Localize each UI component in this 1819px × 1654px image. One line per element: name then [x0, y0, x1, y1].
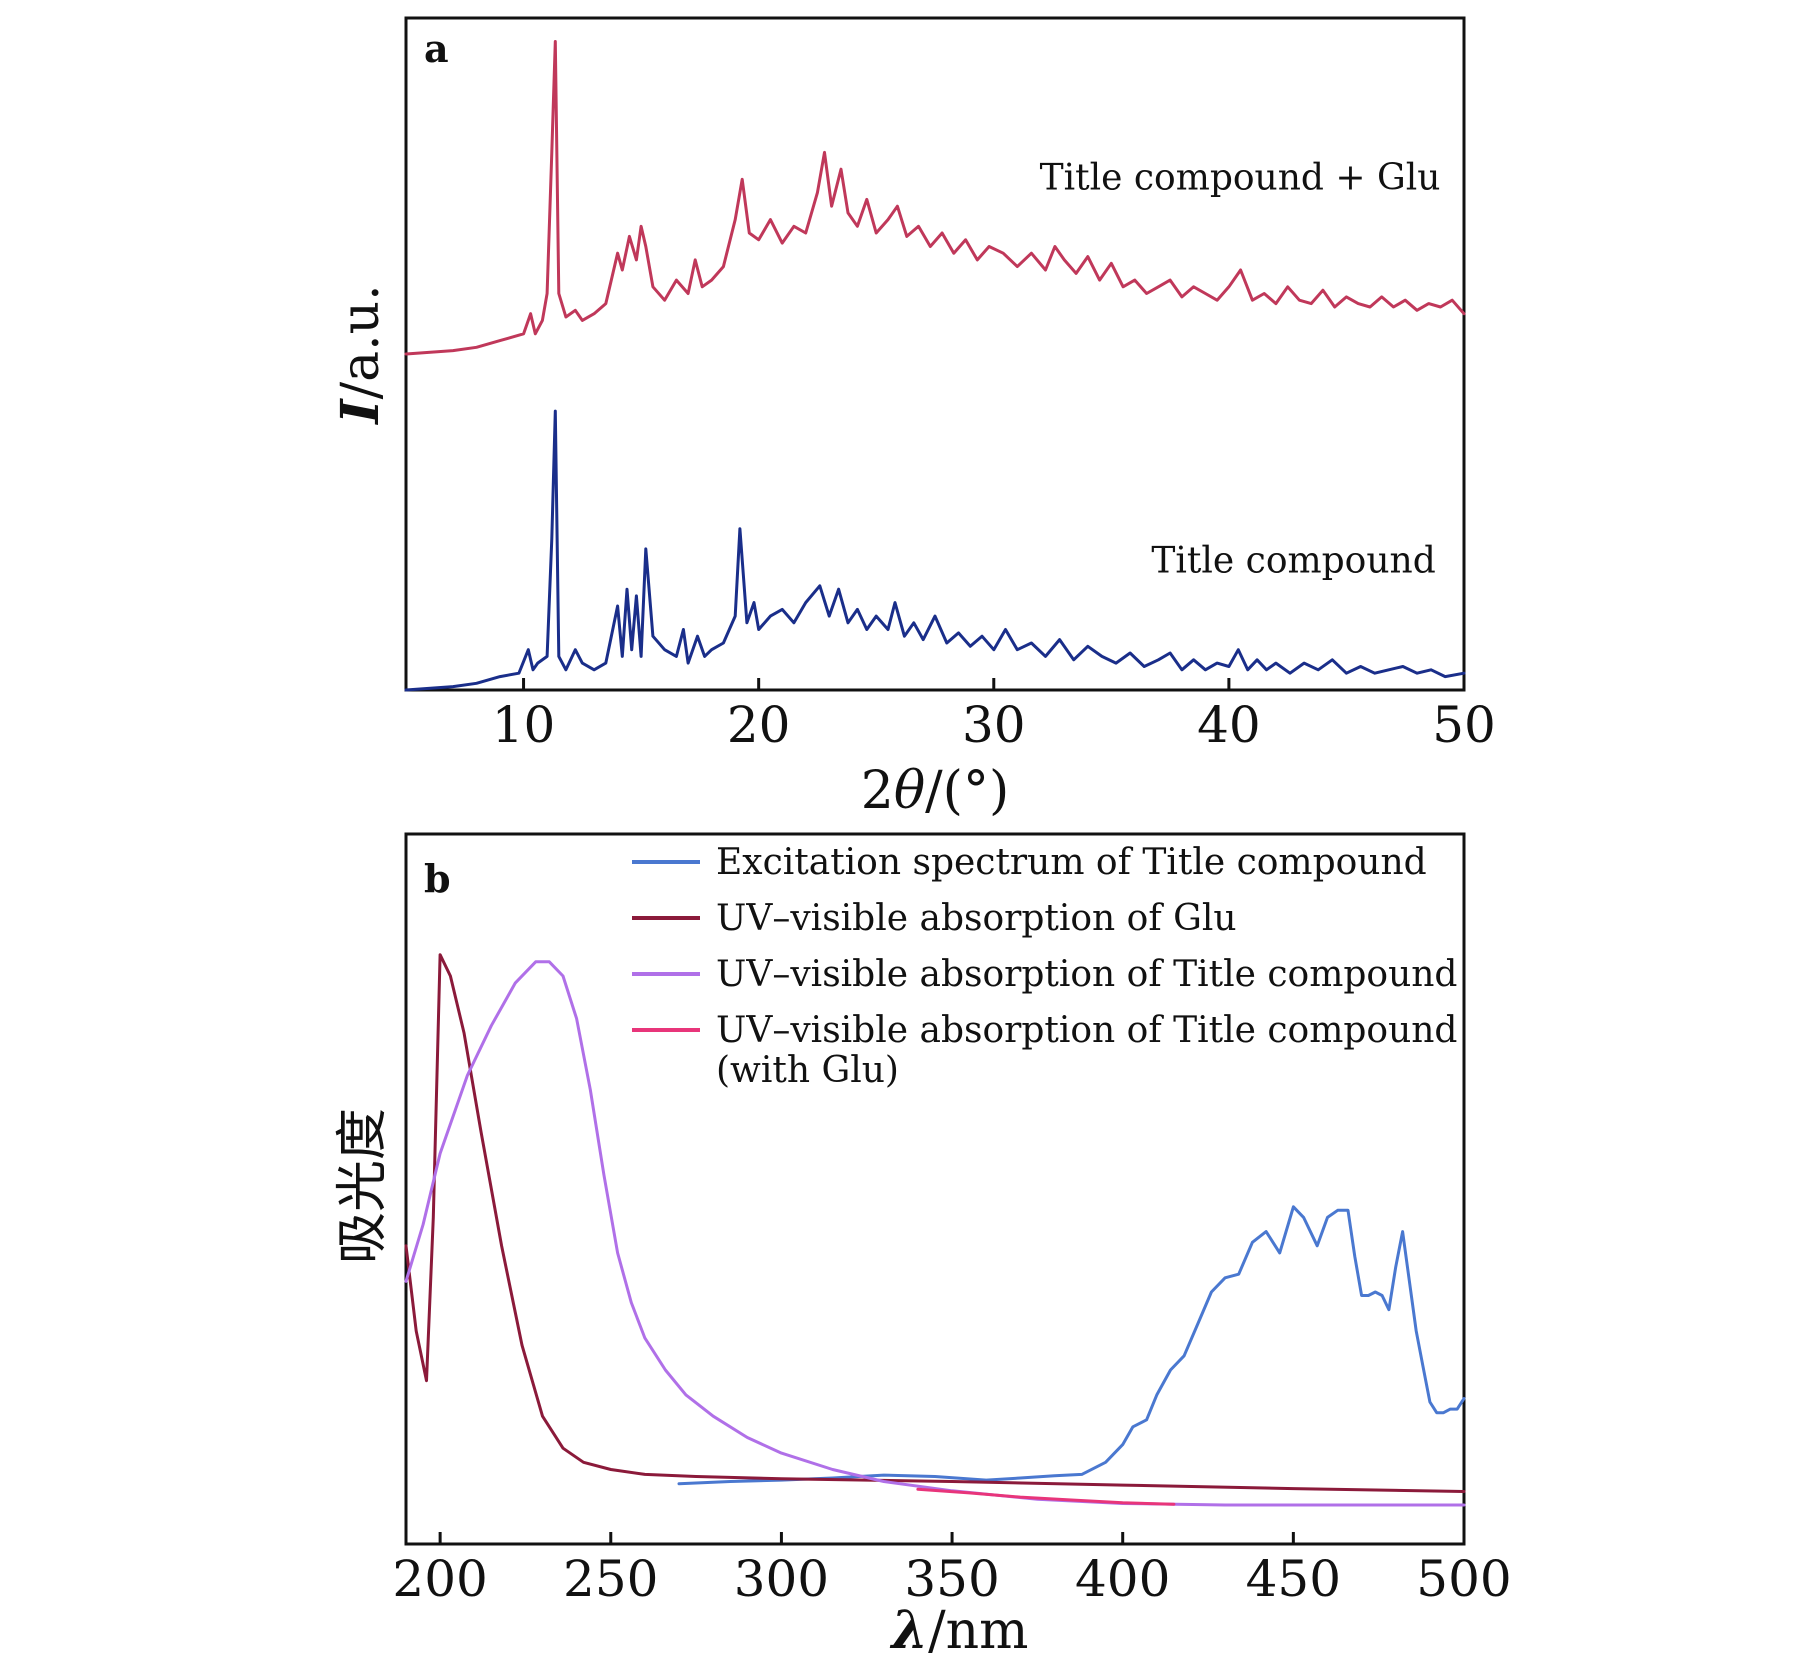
panel-b-y-axis-title: 吸光度	[333, 1108, 393, 1264]
legend-label-3: (with Glu)	[716, 1050, 899, 1091]
panel-b-x-tick-label: 350	[904, 1550, 999, 1608]
panel-b-x-tick-label: 250	[563, 1550, 658, 1608]
panel-a-x-tick-label: 30	[962, 696, 1026, 754]
panel-a-x-tick-label: 40	[1197, 696, 1261, 754]
panel-a-series-line-0	[404, 40, 1466, 356]
panel-a-y-axis-title: I/a.u.	[330, 284, 391, 425]
panel-b-x-ticks: 200 250 300 350 400 450 500	[392, 1532, 1512, 1608]
panel-a-x-ticks: 10 20 30 40 50	[492, 678, 1496, 754]
panel-b-series-line-0	[677, 1205, 1466, 1486]
panel-a-series-line-1	[404, 409, 1466, 692]
panel-a-x-tick-label: 10	[492, 696, 556, 754]
panel-a-label: a	[424, 26, 449, 71]
panel-a-annotation-0: Title compound + Glu	[1040, 157, 1441, 198]
legend-label-3: UV–visible absorption of Title compound	[716, 1010, 1457, 1051]
panel-a-annotations: Title compound + Glu Title compound	[1040, 157, 1441, 581]
panel-b-x-axis-title: λ/nm	[890, 1600, 1029, 1654]
panel-a-series-group	[404, 40, 1466, 692]
panel-b-x-tick-label: 500	[1416, 1550, 1511, 1608]
panel-b-series-line-1	[404, 953, 1466, 1493]
panel-b-x-tick-label: 300	[734, 1550, 829, 1608]
panel-b-legend: Excitation spectrum of Title compound UV–…	[632, 842, 1457, 1091]
panel-b-series-line-3	[916, 1487, 1176, 1506]
legend-label-2: UV–visible absorption of Title compound	[716, 954, 1457, 995]
panel-b-series-group	[404, 953, 1466, 1507]
legend-label-0: Excitation spectrum of Title compound	[716, 842, 1427, 883]
panel-b-absorption-chart: 200 250 300 350 400 450 500 Excitation spectru…	[333, 832, 1512, 1654]
panel-b-label: b	[424, 856, 451, 901]
panel-b-x-tick-label: 400	[1075, 1550, 1170, 1608]
panel-a-x-axis-title: 2θ/(°)	[861, 761, 1010, 821]
panel-b-plot-frame	[404, 832, 1466, 1546]
panel-a-x-tick-label: 50	[1432, 696, 1496, 754]
panel-a-annotation-1: Title compound	[1151, 540, 1435, 581]
panel-b-x-tick-label: 200	[392, 1550, 487, 1608]
panel-b-x-tick-label: 450	[1246, 1550, 1341, 1608]
panel-a-plot-frame	[404, 16, 1466, 692]
legend-label-1: UV–visible absorption of Glu	[716, 898, 1237, 939]
panel-a-x-tick-label: 20	[727, 696, 791, 754]
